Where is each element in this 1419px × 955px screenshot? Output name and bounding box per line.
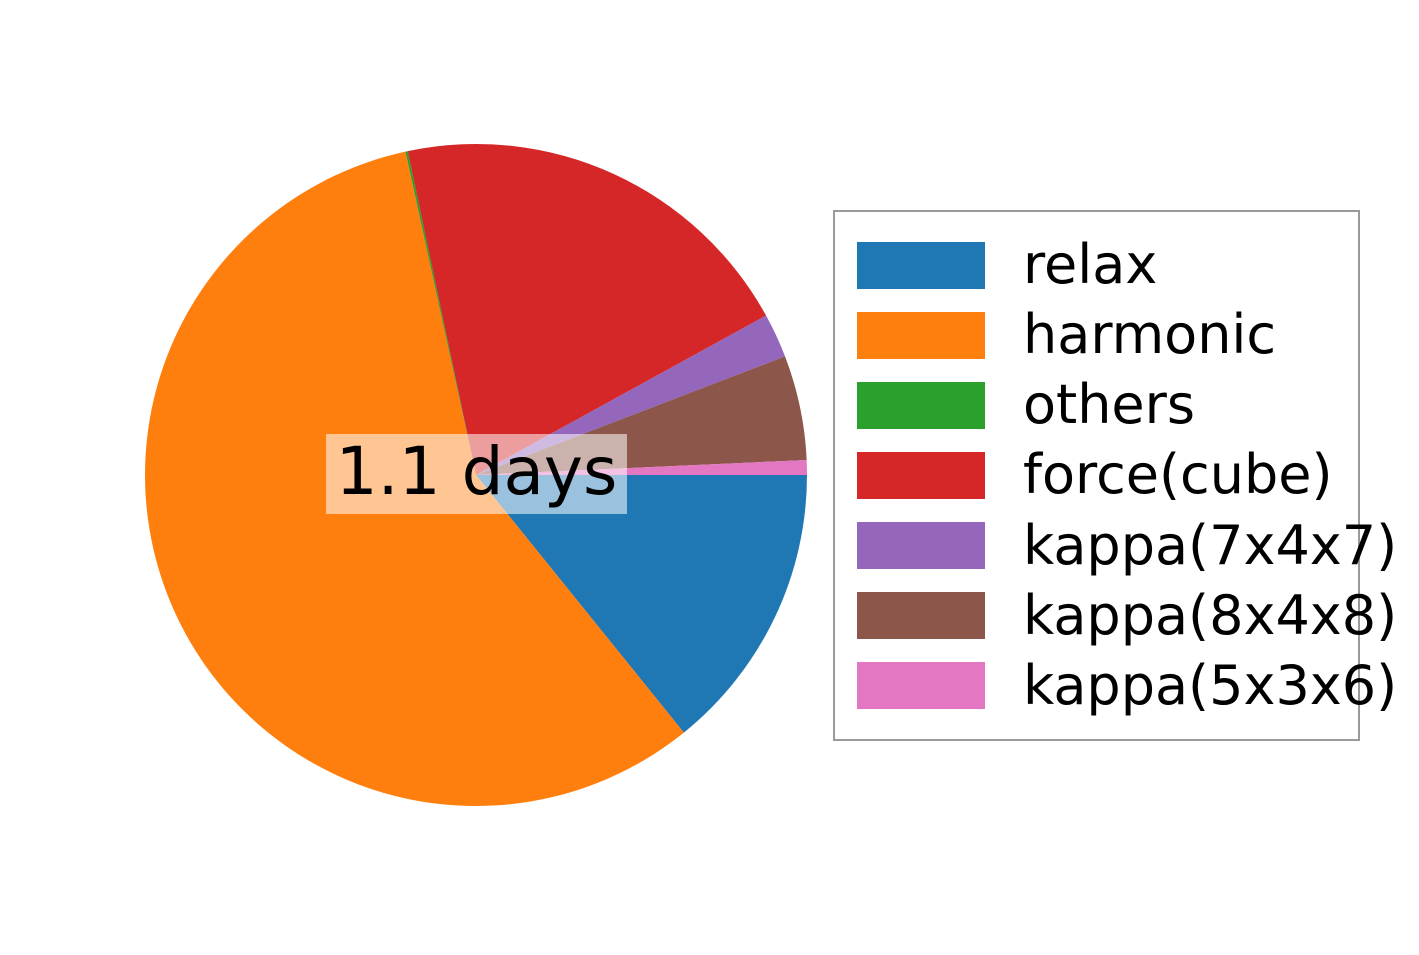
- center-total-label: 1.1 days: [326, 434, 627, 514]
- legend-item-kappa-8x4x8[interactable]: kappa(8x4x8): [857, 583, 1397, 649]
- legend-label-kappa-8x4x8: kappa(8x4x8): [1023, 583, 1398, 647]
- legend-box: relax harmonic others force(cube) kappa(…: [833, 210, 1397, 741]
- legend-item-force-cube[interactable]: force(cube): [857, 442, 1336, 508]
- legend-label-kappa-5x3x6: kappa(5x3x6): [1023, 653, 1398, 717]
- legend-swatch-force-cube: [857, 451, 985, 499]
- pie-slice-force-cube[interactable]: [407, 143, 767, 475]
- legend-label-force-cube: force(cube): [1023, 443, 1333, 507]
- legend-item-kappa-7x4x7[interactable]: kappa(7x4x7): [857, 513, 1397, 579]
- legend-label-others: others: [1023, 373, 1195, 437]
- legend-swatch-others: [857, 381, 985, 429]
- center-total-text: 1.1 days: [335, 433, 618, 510]
- pie-slice-relax[interactable]: [476, 475, 807, 733]
- legend-item-harmonic[interactable]: harmonic: [857, 302, 1336, 368]
- legend-swatch-kappa-5x3x6: [857, 662, 985, 710]
- legend-item-kappa-5x3x6[interactable]: kappa(5x3x6): [857, 653, 1397, 719]
- legend-label-kappa-7x4x7: kappa(7x4x7): [1023, 513, 1398, 577]
- legend-swatch-harmonic: [857, 311, 985, 359]
- legend-swatch-kappa-7x4x7: [857, 522, 985, 570]
- legend-swatch-kappa-8x4x8: [857, 592, 985, 640]
- legend-item-others[interactable]: others: [857, 372, 1336, 438]
- legend-item-relax[interactable]: relax: [857, 232, 1336, 298]
- legend-label-relax: relax: [1023, 233, 1158, 296]
- legend-label-harmonic: harmonic: [1023, 303, 1277, 367]
- legend-swatch-relax: [857, 241, 985, 289]
- pie-slice-others[interactable]: [405, 151, 476, 476]
